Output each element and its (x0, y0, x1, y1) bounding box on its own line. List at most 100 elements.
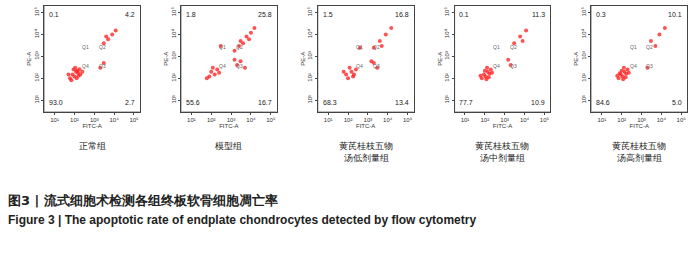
svg-text:10¹: 10¹ (34, 95, 40, 104)
svg-text:77.7: 77.7 (459, 99, 473, 106)
svg-text:Q3: Q3 (646, 63, 653, 69)
svg-text:10²: 10² (581, 73, 587, 82)
svg-text:Q3: Q3 (373, 63, 380, 69)
svg-text:10⁴: 10⁴ (34, 29, 40, 39)
svg-text:16.7: 16.7 (258, 99, 272, 106)
svg-text:10³: 10³ (500, 117, 509, 123)
svg-text:4.2: 4.2 (125, 11, 135, 18)
svg-text:10⁴: 10⁴ (444, 29, 450, 39)
svg-text:10³: 10³ (307, 51, 313, 60)
svg-text:84.6: 84.6 (596, 99, 610, 106)
svg-text:10²: 10² (617, 117, 626, 123)
svg-text:Q4: Q4 (356, 63, 363, 69)
svg-text:10⁴: 10⁴ (520, 117, 530, 123)
svg-text:10³: 10³ (34, 51, 40, 60)
svg-text:1.5: 1.5 (323, 11, 333, 18)
svg-text:10.9: 10.9 (531, 99, 545, 106)
svg-text:10²: 10² (70, 117, 79, 123)
svg-text:10¹: 10¹ (50, 117, 59, 123)
svg-text:93.0: 93.0 (49, 99, 63, 106)
svg-text:10³: 10³ (227, 117, 236, 123)
svg-text:10²: 10² (307, 73, 313, 82)
svg-text:10⁵: 10⁵ (403, 117, 413, 123)
svg-text:Q3: Q3 (236, 63, 243, 69)
svg-text:10³: 10³ (90, 117, 99, 123)
svg-text:10³: 10³ (364, 117, 373, 123)
svg-text:模型组: 模型组 (215, 141, 242, 151)
svg-text:25.8: 25.8 (258, 11, 272, 18)
svg-text:10¹: 10¹ (307, 95, 313, 104)
svg-text:PE-A: PE-A (300, 52, 306, 66)
svg-text:10¹: 10¹ (324, 117, 333, 123)
svg-text:16.8: 16.8 (395, 11, 409, 18)
svg-text:10⁵: 10⁵ (444, 7, 450, 17)
svg-text:10¹: 10¹ (444, 95, 450, 104)
svg-text:10⁵: 10⁵ (171, 7, 177, 17)
svg-text:黄芪桂枝五物汤中剂量组: 黄芪桂枝五物汤中剂量组 (475, 141, 529, 163)
svg-text:FITC-A: FITC-A (493, 123, 512, 129)
svg-text:10⁴: 10⁴ (383, 117, 393, 123)
svg-text:10²: 10² (444, 73, 450, 82)
svg-text:Q2: Q2 (236, 44, 243, 50)
svg-text:FITC-A: FITC-A (219, 123, 238, 129)
svg-text:10⁴: 10⁴ (246, 117, 256, 123)
svg-text:FITC-A: FITC-A (630, 123, 649, 129)
svg-text:Q1: Q1 (356, 44, 363, 50)
svg-text:10¹: 10¹ (461, 117, 470, 123)
svg-text:10⁵: 10⁵ (34, 7, 40, 17)
svg-text:Q2: Q2 (646, 44, 653, 50)
svg-text:Q1: Q1 (493, 44, 500, 50)
svg-text:10¹: 10¹ (581, 95, 587, 104)
svg-text:Q2: Q2 (510, 44, 517, 50)
svg-text:10⁵: 10⁵ (129, 117, 139, 123)
svg-text:10³: 10³ (444, 51, 450, 60)
svg-text:PE-A: PE-A (26, 52, 32, 66)
svg-text:0.3: 0.3 (596, 11, 606, 18)
svg-text:10³: 10³ (581, 51, 587, 60)
svg-text:1.8: 1.8 (186, 11, 196, 18)
svg-text:FITC-A: FITC-A (356, 123, 375, 129)
svg-text:10²: 10² (480, 117, 489, 123)
svg-text:55.6: 55.6 (186, 99, 200, 106)
svg-text:10²: 10² (344, 117, 353, 123)
svg-text:10¹: 10¹ (187, 117, 196, 123)
svg-text:11.3: 11.3 (532, 11, 545, 18)
svg-text:Q4: Q4 (493, 63, 500, 69)
svg-text:0.1: 0.1 (459, 11, 469, 18)
svg-text:10⁵: 10⁵ (540, 117, 550, 123)
svg-text:FITC-A: FITC-A (82, 123, 101, 129)
svg-text:黄芪桂枝五物汤低剂量组: 黄芪桂枝五物汤低剂量组 (339, 141, 393, 163)
svg-text:2.7: 2.7 (125, 99, 135, 106)
svg-text:10³: 10³ (637, 117, 646, 123)
svg-text:10²: 10² (34, 73, 40, 82)
svg-text:10¹: 10¹ (597, 117, 606, 123)
svg-text:5.0: 5.0 (672, 99, 682, 106)
svg-text:13.4: 13.4 (395, 99, 409, 106)
svg-text:Q2: Q2 (373, 44, 380, 50)
svg-text:10⁵: 10⁵ (581, 7, 587, 17)
svg-text:Q3: Q3 (99, 63, 106, 69)
svg-text:10²: 10² (207, 117, 216, 123)
svg-text:正常组: 正常组 (79, 141, 106, 151)
svg-text:Q1: Q1 (219, 44, 226, 50)
svg-text:10³: 10³ (171, 51, 177, 60)
svg-text:Q1: Q1 (630, 44, 637, 50)
svg-text:10⁵: 10⁵ (266, 117, 276, 123)
svg-text:Q4: Q4 (219, 63, 226, 69)
svg-text:10⁴: 10⁴ (109, 117, 119, 123)
svg-text:10⁴: 10⁴ (171, 29, 177, 39)
svg-text:10¹: 10¹ (171, 95, 177, 104)
svg-text:Q2: Q2 (99, 44, 106, 50)
svg-text:10⁵: 10⁵ (307, 7, 313, 17)
svg-text:PE-A: PE-A (573, 52, 579, 66)
svg-text:68.3: 68.3 (323, 99, 337, 106)
svg-text:黄芪桂枝五物汤高剂量组: 黄芪桂枝五物汤高剂量组 (612, 141, 666, 163)
svg-text:PE-A: PE-A (163, 52, 169, 66)
svg-text:10⁴: 10⁴ (307, 29, 313, 39)
svg-text:Q4: Q4 (630, 63, 637, 69)
svg-text:Q4: Q4 (82, 63, 89, 69)
svg-text:10⁵: 10⁵ (677, 117, 687, 123)
svg-text:10⁴: 10⁴ (657, 117, 667, 123)
svg-text:Q1: Q1 (82, 44, 89, 50)
svg-text:10.1: 10.1 (668, 11, 682, 18)
